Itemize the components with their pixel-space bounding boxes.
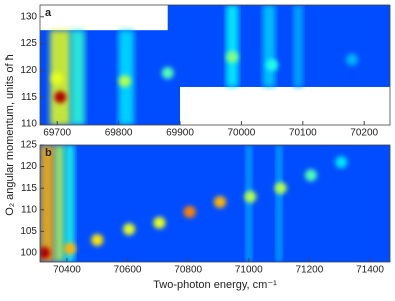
axes-frame	[39, 144, 391, 263]
x-tick-label: 70100	[289, 128, 317, 139]
ridge	[70, 30, 85, 125]
ridge	[226, 5, 239, 87]
y-tick-label: 130	[20, 11, 37, 22]
y-tick-label: 110	[21, 204, 37, 215]
x-tick-label: 70200	[350, 128, 378, 139]
x-tick-label: 70400	[53, 265, 81, 276]
peak	[214, 195, 226, 208]
peak	[183, 205, 196, 218]
ridge	[40, 145, 55, 262]
peak	[244, 190, 257, 203]
y-tick-label: 105	[20, 226, 37, 237]
peak	[335, 156, 348, 169]
x-tick-label: 69700	[43, 128, 71, 139]
y-tick-label: 125	[20, 38, 37, 49]
x-tick-label: 70600	[114, 265, 142, 276]
x-tick-label: 71000	[235, 265, 263, 276]
plot-area	[40, 145, 390, 262]
x-tick-label: 69800	[105, 128, 133, 139]
y-tick-label: 110	[21, 119, 37, 130]
peak	[161, 67, 174, 80]
peak	[153, 216, 166, 229]
y-tick-label: 115	[21, 92, 37, 103]
ridge	[262, 5, 276, 87]
plot-area	[40, 5, 390, 125]
peak	[91, 233, 104, 246]
y-tick-label: 120	[20, 65, 37, 76]
y-axis-label: O₂ angular momentum, units of ħ	[4, 54, 16, 215]
x-tick-label: 71400	[356, 265, 384, 276]
y-tick-label: 125	[20, 140, 37, 151]
peak	[40, 246, 51, 259]
y-tick-label: 115	[21, 183, 37, 194]
scan-region	[167, 5, 390, 87]
x-axis-label: Two-photon energy, cm⁻¹	[153, 279, 277, 291]
x-tick-label: 71200	[295, 265, 323, 276]
peak	[64, 242, 76, 255]
axes-frame	[39, 4, 391, 126]
ridge	[276, 145, 283, 262]
x-tick-label: 70000	[227, 128, 255, 139]
ridge	[54, 145, 65, 262]
peak	[54, 91, 67, 104]
x-tick-label: 69900	[166, 128, 194, 139]
peak	[304, 169, 317, 182]
ridge	[64, 145, 75, 262]
peak	[226, 50, 239, 63]
peak	[266, 59, 279, 71]
peak	[123, 223, 136, 236]
panel-label: a	[45, 7, 52, 19]
peak	[118, 75, 131, 88]
y-tick-label: 100	[20, 248, 37, 259]
x-tick-label: 70800	[174, 265, 202, 276]
y-tick-label: 120	[20, 161, 37, 172]
ridge	[293, 5, 303, 87]
peak	[51, 72, 64, 85]
ridge	[245, 145, 252, 262]
peak	[345, 53, 358, 66]
panel-label: b	[45, 147, 52, 159]
peak	[274, 182, 287, 195]
